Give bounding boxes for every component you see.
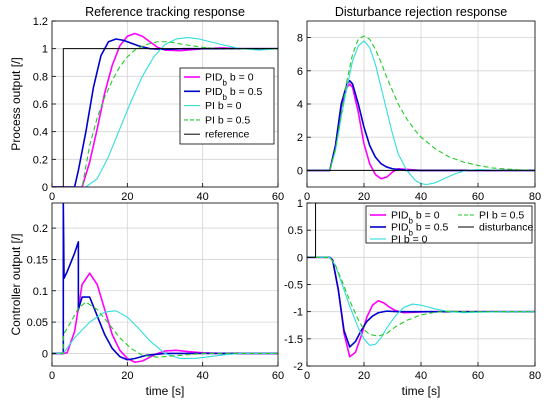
legend: PIDb b = 0 PI b = 0.5 PIDb b = 0.5 disturba… <box>365 205 533 246</box>
x-tick-label: 0 <box>304 191 310 203</box>
y-tick-label: 0.1 <box>33 286 48 298</box>
y-tick-label: 8 <box>297 33 303 45</box>
series-group <box>52 203 278 364</box>
series-group <box>307 203 535 358</box>
y-tick-label: -1.5 <box>284 334 303 346</box>
series-line-3 <box>307 35 535 171</box>
legend-label: PIDb b = 0.5 <box>391 222 448 238</box>
series-line-3 <box>52 41 278 187</box>
disturbance-rejection-controller-output-panel: 0 20 40 60 80 -2 -1.5 -1 -0.5 0 0.5 1 time [s] PIDb b… <box>284 198 541 398</box>
y-tick-label: 0 <box>42 182 48 194</box>
series-line-1 <box>307 256 535 348</box>
legend-label: reference <box>205 129 250 141</box>
x-tick-label: 40 <box>415 191 427 203</box>
y-tick-label: 1 <box>297 198 303 210</box>
x-tick-label: 60 <box>272 191 284 203</box>
y-tick-label: 0.2 <box>33 223 48 235</box>
legend-label: PI b = 0 <box>391 234 428 246</box>
y-tick-label: 1.2 <box>33 16 48 28</box>
y-tick-label: 0.4 <box>33 127 48 139</box>
y-tick-label: 0.2 <box>33 154 48 166</box>
y-tick-label: 0 <box>42 348 48 360</box>
x-tick-label: 60 <box>472 191 484 203</box>
series-group <box>307 35 535 186</box>
y-tick-label: 0 <box>297 252 303 264</box>
x-tick-label: 60 <box>272 370 284 382</box>
y-tick-label: 0.8 <box>33 71 48 83</box>
x-tick-label: 20 <box>358 370 370 382</box>
legend-label: disturbance <box>479 222 533 234</box>
disturbance-rejection-process-output-panel: 0 20 40 60 80 0 2 4 6 8 Disturbance rejection resp… <box>297 5 541 203</box>
y-tick-label: 4 <box>297 99 303 111</box>
y-axis-label: Process output [/] <box>9 57 23 150</box>
legend-label: PI b = 0.5 <box>479 210 524 222</box>
x-tick-label: 20 <box>121 370 133 382</box>
series-line-1 <box>52 203 278 361</box>
y-tick-label: 6 <box>297 66 303 78</box>
legend-box <box>365 205 533 244</box>
series-line-2 <box>307 256 535 346</box>
chart-title: Disturbance rejection response <box>335 5 507 19</box>
x-tick-label: 60 <box>472 370 484 382</box>
y-tick-label: 1 <box>42 44 48 56</box>
x-tick-label: 40 <box>197 191 209 203</box>
y-tick-label: 0 <box>297 165 303 177</box>
x-tick-label: 20 <box>358 191 370 203</box>
y-tick-label: 0.5 <box>288 225 303 237</box>
legend-label: PIDb b = 0 <box>391 210 440 226</box>
x-tick-label: 20 <box>121 191 133 203</box>
y-tick-label: 0.6 <box>33 99 48 111</box>
y-tick-label: 0.05 <box>27 317 48 329</box>
x-axis-label: time [s] <box>146 384 185 398</box>
series-line-2 <box>52 310 278 360</box>
x-tick-label: 0 <box>49 191 55 203</box>
series-line-3 <box>52 301 278 358</box>
y-tick-label: -0.5 <box>284 280 303 292</box>
y-tick-label: -2 <box>293 361 303 373</box>
chart-title: Reference tracking response <box>85 5 245 19</box>
legend-label: PI b = 0 <box>205 100 242 112</box>
y-axis-label: Controller output [/] <box>9 233 23 335</box>
legend-label: PIDb b = 0.5 <box>205 86 262 102</box>
series-line-2 <box>52 37 278 187</box>
series-line-4 <box>52 48 278 187</box>
y-tick-label: 2 <box>297 132 303 144</box>
plot-area <box>52 203 278 366</box>
series-group <box>52 32 278 187</box>
y-tick-label: -1 <box>293 307 303 319</box>
x-tick-label: 80 <box>529 370 541 382</box>
x-axis-label: time [s] <box>402 384 441 398</box>
x-tick-label: 0 <box>49 370 55 382</box>
reference-tracking-process-output-panel: 0 20 40 60 0 0.2 0.4 0.6 0.8 1 1.2 Reference tracki… <box>9 5 284 203</box>
x-tick-label: 80 <box>529 191 541 203</box>
reference-tracking-controller-output-panel: 0 20 40 60 0 0.05 0.1 0.15 0.2 time [s] Controller… <box>9 202 284 398</box>
series-line-3 <box>307 256 535 337</box>
series-line-4 <box>307 203 535 258</box>
axes-frame <box>51 202 279 367</box>
x-tick-label: 40 <box>197 370 209 382</box>
x-tick-label: 40 <box>415 370 427 382</box>
legend-label: PIDb b = 0 <box>205 72 254 88</box>
x-tick-label: 0 <box>304 370 310 382</box>
series-line-2 <box>307 40 535 186</box>
legend-label: PI b = 0.5 <box>205 114 250 126</box>
y-tick-label: 0.15 <box>27 254 48 266</box>
